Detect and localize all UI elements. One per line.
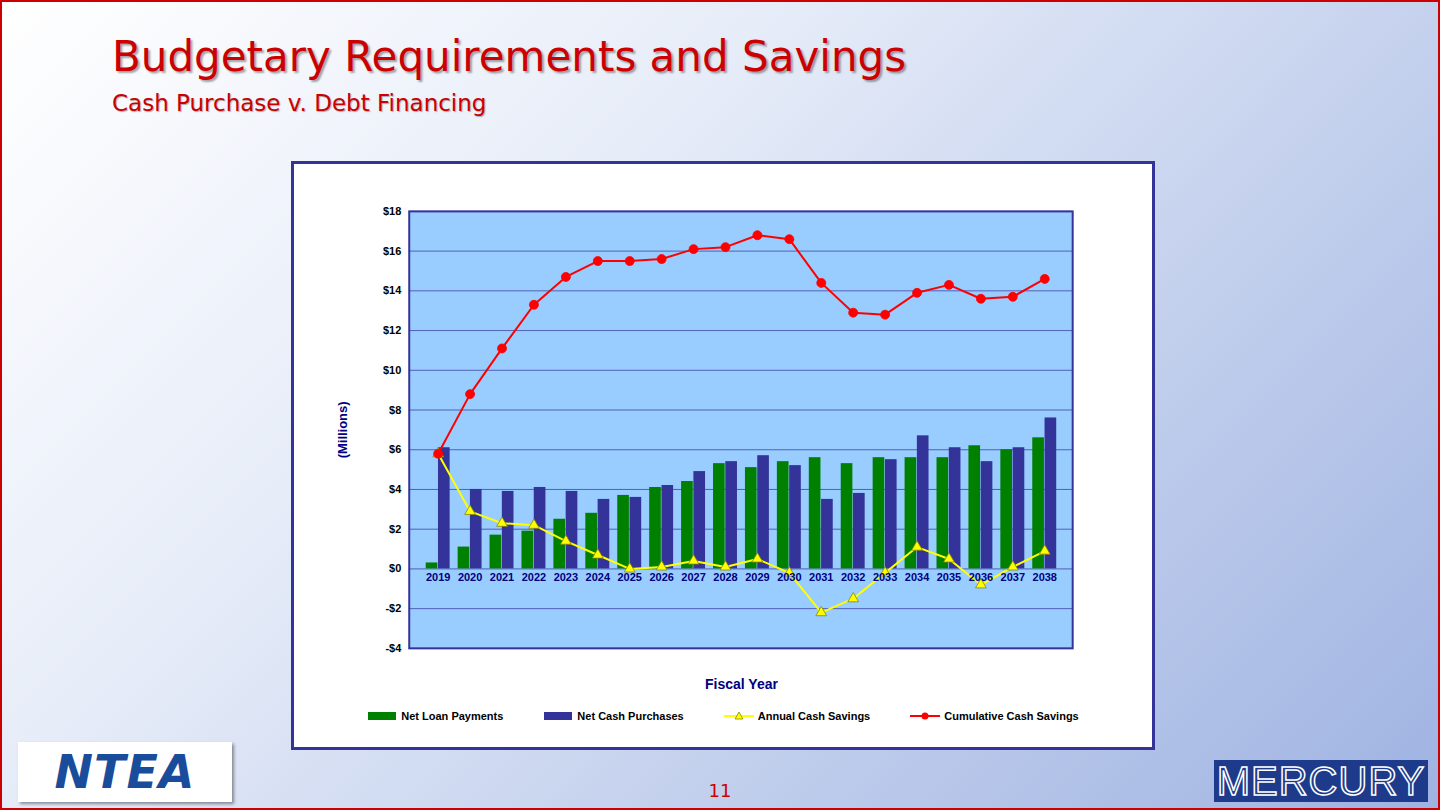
svg-text:2032: 2032 (841, 571, 865, 583)
svg-text:2019: 2019 (426, 571, 450, 583)
svg-text:$14: $14 (383, 284, 402, 296)
svg-text:2034: 2034 (905, 571, 930, 583)
svg-text:2027: 2027 (681, 571, 705, 583)
svg-text:-$2: -$2 (385, 602, 401, 614)
svg-text:$2: $2 (389, 523, 401, 535)
svg-text:2035: 2035 (937, 571, 961, 583)
svg-text:(Millions): (Millions) (335, 401, 350, 458)
svg-text:2033: 2033 (873, 571, 897, 583)
svg-text:2024: 2024 (586, 571, 611, 583)
svg-text:$8: $8 (389, 404, 401, 416)
svg-text:$10: $10 (383, 364, 401, 376)
html-text:MERCURY: MERCURY (1216, 758, 1426, 803)
html-text:Annual Cash Savings: Annual Cash Savings (757, 710, 871, 722)
html-text:11: 11 (708, 780, 732, 801)
svg-text:2020: 2020 (458, 571, 482, 583)
svg-text:2022: 2022 (522, 571, 546, 583)
svg-text:$12: $12 (383, 324, 401, 336)
svg-text:$4: $4 (389, 483, 402, 495)
svg-text:2036: 2036 (969, 571, 993, 583)
html-text:Budgetary Requirements and Sav: Budgetary Requirements and Savings (112, 32, 907, 81)
svg-text:2026: 2026 (649, 571, 673, 583)
html-text:NTEA: NTEA (54, 745, 196, 799)
svg-text:2037: 2037 (1001, 571, 1025, 583)
svg-text:2021: 2021 (490, 571, 514, 583)
html-text:Cumulative Cash Savings: Cumulative Cash Savings (944, 710, 1079, 722)
html-text:Net Loan Payments: Net Loan Payments (401, 710, 504, 722)
svg-text:2023: 2023 (554, 571, 578, 583)
svg-text:$0: $0 (389, 562, 401, 574)
svg-text:$18: $18 (383, 205, 401, 217)
svg-text:2028: 2028 (713, 571, 737, 583)
html-text:Cash Purchase v. Debt Financin: Cash Purchase v. Debt Financing (112, 90, 487, 116)
html-text:Fiscal Year: Fiscal Year (705, 676, 778, 692)
svg-text:2025: 2025 (618, 571, 642, 583)
svg-text:2030: 2030 (777, 571, 801, 583)
svg-text:$16: $16 (383, 245, 401, 257)
svg-text:$6: $6 (389, 443, 401, 455)
html-text:Net Cash Purchases: Net Cash Purchases (577, 710, 684, 722)
svg-text:2038: 2038 (1033, 571, 1057, 583)
svg-text:-$4: -$4 (385, 642, 402, 654)
svg-text:2029: 2029 (745, 571, 769, 583)
svg-text:2031: 2031 (809, 571, 833, 583)
